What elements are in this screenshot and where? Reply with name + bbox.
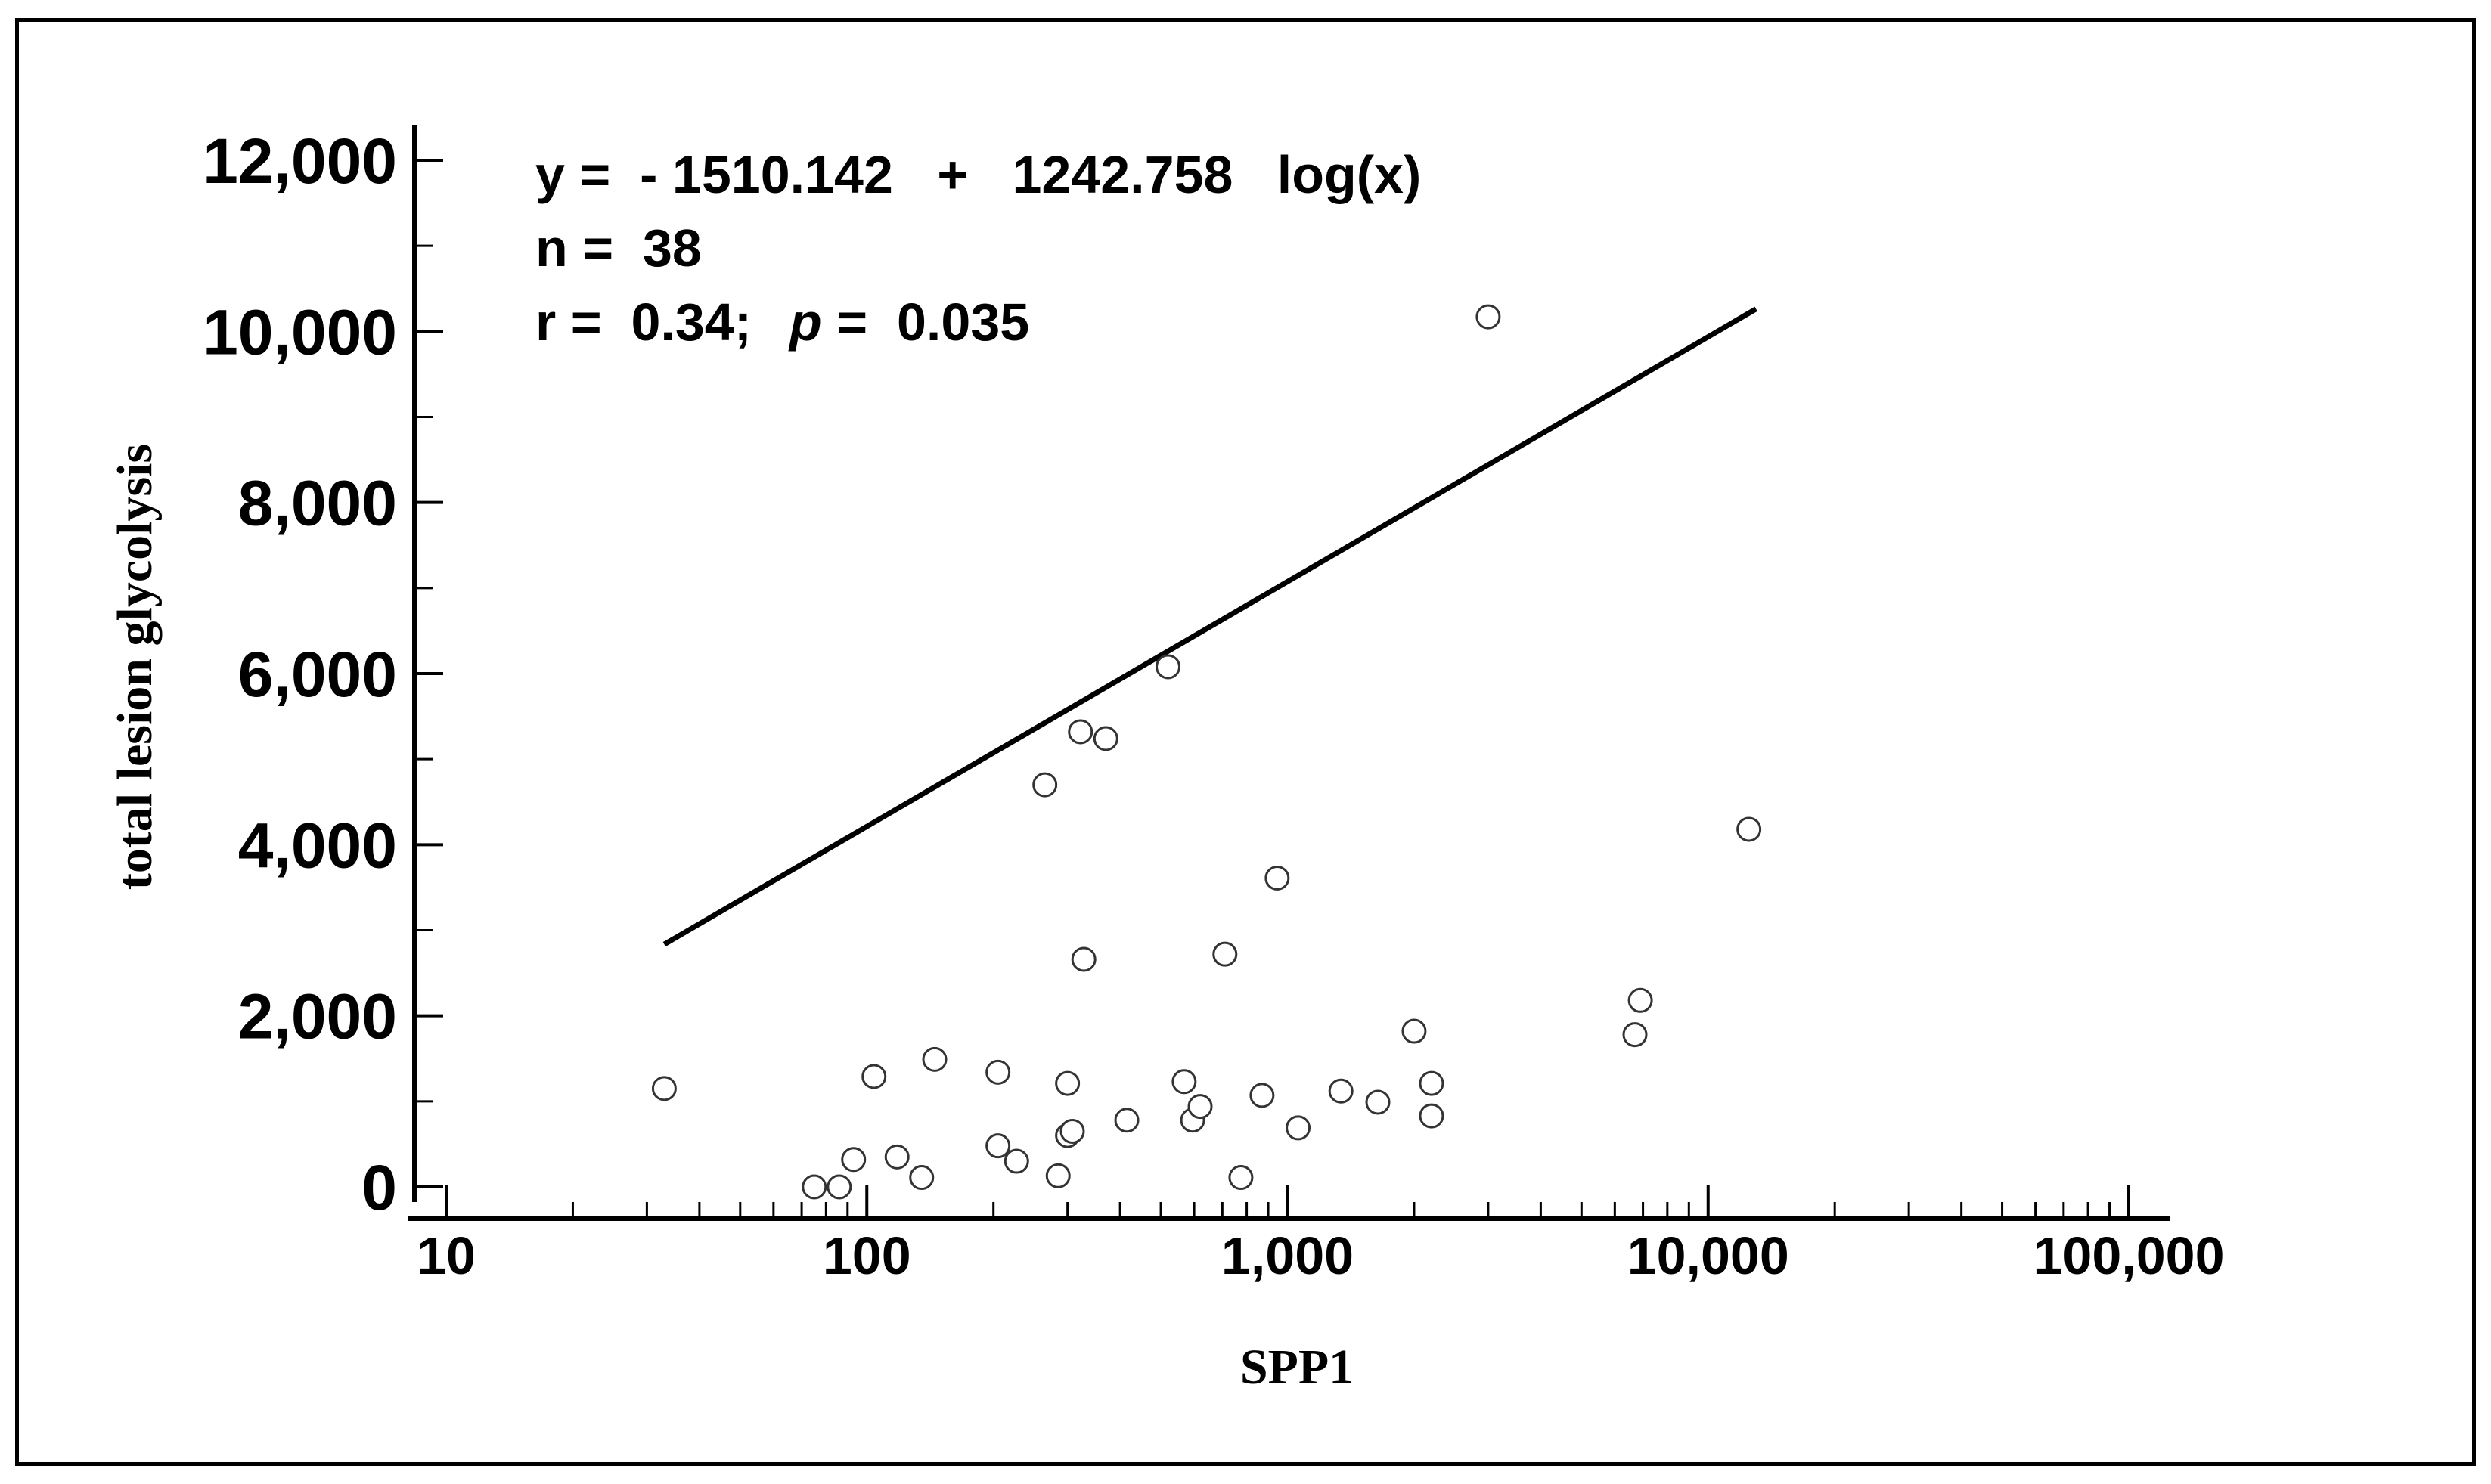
data-point: [1622, 1022, 1648, 1048]
data-point: [1093, 726, 1118, 751]
data-point: [1264, 865, 1290, 891]
data-point: [1059, 1118, 1085, 1144]
data-point: [1475, 304, 1501, 330]
data-points: [651, 304, 1762, 1200]
ticks: 0 2,000 4,000 6,000 8,000 10,000 12,000 10 100 1,…: [203, 125, 2224, 1285]
x-tick-label: 10: [417, 1226, 476, 1285]
data-point: [985, 1059, 1011, 1085]
equation-annotation: y = - 1510.142 + 1242.758 log(x): [535, 145, 1421, 204]
data-point: [1212, 941, 1238, 967]
data-point: [1286, 1115, 1311, 1141]
data-point: [1187, 1094, 1213, 1120]
y-tick-label: 8,000: [238, 468, 397, 539]
data-point: [1419, 1103, 1444, 1129]
y-tick-label: 10,000: [203, 296, 397, 367]
data-point: [1045, 1163, 1071, 1188]
r-p-annotation: r = 0.34; p = 0.035: [535, 293, 1029, 352]
data-point: [827, 1174, 852, 1200]
y-axis-title: total lesion glycolysis: [107, 444, 163, 890]
x-tick-label: 100: [823, 1226, 911, 1285]
regression-line: [662, 306, 1757, 947]
data-point: [884, 1144, 910, 1170]
y-tick-label: 6,000: [238, 639, 397, 710]
x-axis-title: SPP1: [1240, 1340, 1354, 1395]
x-tick-label: 100,000: [2033, 1226, 2224, 1285]
data-point: [1249, 1083, 1275, 1108]
data-point: [1328, 1078, 1354, 1104]
chart-frame: [15, 18, 2476, 1466]
data-point: [841, 1147, 867, 1173]
r-annotation: r = 0.34;: [535, 293, 752, 352]
data-point: [1004, 1148, 1029, 1174]
y-tick-label: 4,000: [238, 810, 397, 881]
data-point: [861, 1064, 887, 1089]
axes: [408, 125, 2170, 1221]
data-point: [1365, 1089, 1391, 1115]
data-point: [1419, 1070, 1444, 1096]
regression-annotations: y = - 1510.142 + 1242.758 log(x) n = 38 …: [535, 145, 1421, 352]
n-annotation: n = 38: [535, 218, 702, 277]
data-point: [1228, 1165, 1254, 1191]
data-point: [909, 1165, 935, 1191]
data-point: [1068, 719, 1093, 745]
data-point: [922, 1046, 948, 1072]
data-point: [1401, 1018, 1427, 1044]
p-symbol: p: [788, 293, 822, 352]
x-tick-label: 10,000: [1627, 1226, 1789, 1285]
data-point: [1032, 772, 1058, 798]
fit-line-group: [662, 306, 1757, 947]
x-tick-label: 1,000: [1221, 1226, 1354, 1285]
y-tick-label: 0: [361, 1152, 397, 1223]
data-point: [1114, 1108, 1140, 1133]
data-point: [1156, 654, 1181, 680]
y-tick-label: 12,000: [203, 125, 397, 197]
p-annotation: = 0.035: [822, 293, 1029, 352]
data-point: [1071, 946, 1097, 972]
data-point: [802, 1174, 827, 1200]
data-point: [1055, 1070, 1081, 1096]
data-point: [1627, 987, 1653, 1013]
data-point: [651, 1076, 677, 1101]
y-tick-label: 2,000: [238, 981, 397, 1052]
data-point: [1171, 1069, 1197, 1095]
data-point: [985, 1133, 1011, 1159]
data-point: [1736, 816, 1762, 842]
